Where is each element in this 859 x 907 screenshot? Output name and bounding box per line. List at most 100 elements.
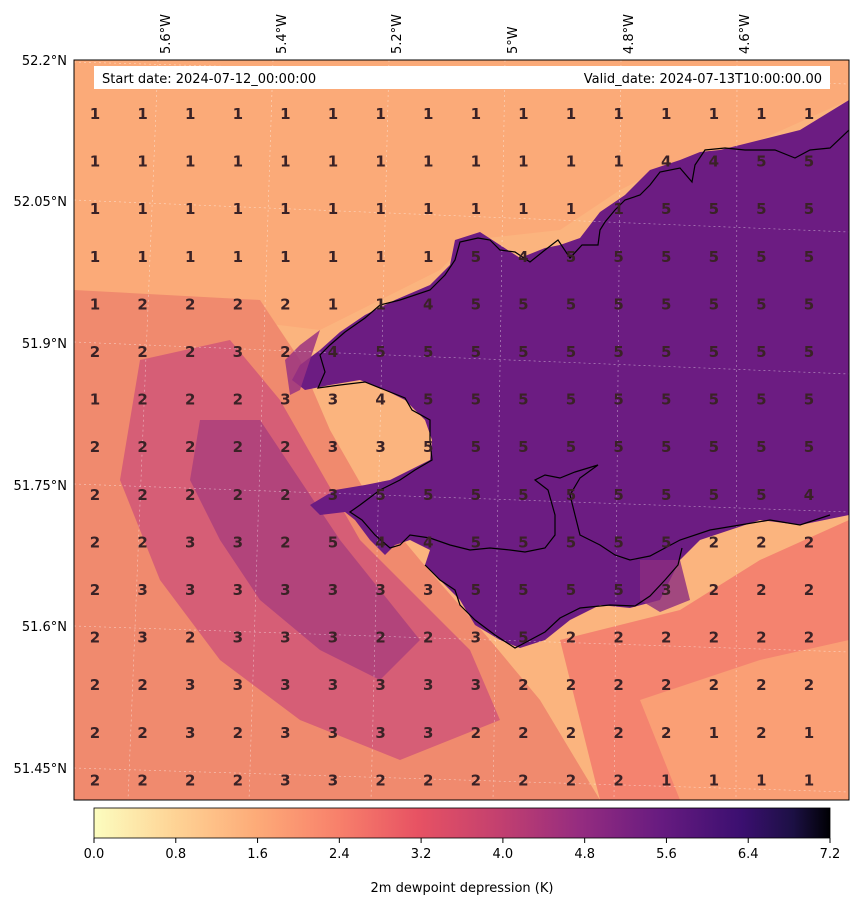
grid-value: 3: [328, 724, 338, 742]
lon-label-5: 4.8°W: [622, 14, 637, 54]
grid-value: 5: [518, 391, 528, 409]
grid-value: 2: [137, 486, 147, 504]
grid-value: 5: [471, 581, 481, 599]
grid-value: 5: [518, 629, 528, 647]
lat-label-1: 52.2°N: [22, 54, 67, 69]
grid-value: 2: [661, 676, 671, 694]
grid-value: 3: [137, 581, 147, 599]
grid-value: 2: [90, 438, 100, 456]
grid-value: 3: [661, 581, 671, 599]
transition-band: [285, 330, 320, 395]
grid-value: 3: [137, 629, 147, 647]
grid-value: 2: [280, 486, 290, 504]
grid-value: 3: [280, 581, 290, 599]
grid-value: 2: [661, 724, 671, 742]
lon-label-4: 5°W: [506, 26, 521, 54]
ocean-field-upper: [74, 60, 849, 330]
grid-value: 5: [613, 343, 623, 361]
grid-value: 5: [471, 248, 481, 266]
grid-value: 3: [233, 676, 243, 694]
value-grid: 1 1 1 1 1 1 1 1 1 1 1 1 1 1 1 1 1 1 1 1 1 1 1 1 1 1 1 1 4 4 5 5 1 1 1 1 1 1 1 1…: [90, 105, 814, 789]
grid-value: 3: [280, 771, 290, 789]
grid-value: 1: [375, 295, 385, 313]
grid-value: 1: [804, 724, 814, 742]
grid-value: 1: [90, 248, 100, 266]
grid-value: 1: [518, 200, 528, 218]
colorbar-tick-label: 0.0: [84, 847, 105, 862]
grid-value: 5: [661, 248, 671, 266]
grid-value: 2: [756, 676, 766, 694]
grid-value: 2: [756, 724, 766, 742]
grid-value: 1: [566, 200, 576, 218]
grid-value: 1: [90, 391, 100, 409]
grid-value: 3: [280, 676, 290, 694]
grid-value: 5: [756, 391, 766, 409]
lat-label-6: 51.45°N: [14, 762, 67, 777]
grid-value: 2: [804, 533, 814, 551]
lon-label-3: 5.2°W: [390, 14, 405, 54]
grid-value: 5: [661, 295, 671, 313]
colorbar-label: 2m dewpoint depression (K): [371, 881, 554, 896]
grid-value: 4: [423, 533, 433, 551]
grid-value: 1: [613, 105, 623, 123]
grid-value: 1: [137, 153, 147, 171]
grid-value: 2: [518, 771, 528, 789]
grid-value: 5: [756, 486, 766, 504]
grid-value: 5: [328, 533, 338, 551]
grid-value: 2: [233, 771, 243, 789]
grid-value: 2: [280, 343, 290, 361]
grid-value: 1: [90, 153, 100, 171]
grid-value: 4: [375, 391, 385, 409]
lon-label-6: 4.6°W: [738, 14, 753, 54]
grid-value: 5: [518, 343, 528, 361]
grid-value: 2: [90, 676, 100, 694]
lon-labels: 5.6°W 5.4°W 5.2°W 5°W 4.8°W 4.6°W: [159, 14, 753, 54]
colorbar-tick-label: 1.6: [247, 847, 268, 862]
grid-value: 5: [566, 248, 576, 266]
grid-value: 1: [804, 105, 814, 123]
grid-value: 2: [280, 533, 290, 551]
grid-value: 2: [185, 438, 195, 456]
grid-value: 1: [90, 105, 100, 123]
grid-value: 5: [566, 438, 576, 456]
grid-value: 4: [518, 248, 528, 266]
grid-value: 1: [423, 200, 433, 218]
grid-value: 5: [804, 153, 814, 171]
land-field-southeast-light: [640, 640, 849, 800]
grid-value: 1: [233, 153, 243, 171]
grid-value: 3: [280, 629, 290, 647]
colorbar-bar: [93, 807, 831, 839]
grid-value: 3: [471, 676, 481, 694]
grid-value: 2: [518, 724, 528, 742]
grid-value: 2: [185, 343, 195, 361]
colorbar-tick-label: 5.6: [656, 847, 677, 862]
grid-value: 1: [423, 248, 433, 266]
grid-value: 3: [233, 581, 243, 599]
lat-label-4: 51.75°N: [14, 479, 67, 494]
grid-value: 3: [328, 581, 338, 599]
grid-value: 3: [375, 581, 385, 599]
grid-value: 5: [613, 533, 623, 551]
grid-value: 2: [471, 771, 481, 789]
grid-value: 2: [90, 771, 100, 789]
grid-value: 5: [709, 295, 719, 313]
grid-value: 3: [185, 533, 195, 551]
grid-value: 1: [375, 153, 385, 171]
grid-value: 1: [328, 105, 338, 123]
grid-value: 5: [804, 295, 814, 313]
grid-value: 5: [471, 343, 481, 361]
grid-value: 3: [185, 676, 195, 694]
grid-value: 1: [518, 105, 528, 123]
grid-value: 2: [756, 581, 766, 599]
grid-value: 3: [375, 724, 385, 742]
grid-value: 5: [471, 295, 481, 313]
grid-value: 2: [90, 533, 100, 551]
grid-value: 1: [518, 153, 528, 171]
grid-value: 1: [423, 105, 433, 123]
grid-value: 1: [280, 248, 290, 266]
grid-value: 1: [804, 771, 814, 789]
grid-value: 5: [613, 581, 623, 599]
grid-value: 2: [233, 391, 243, 409]
grid-value: 1: [661, 105, 671, 123]
